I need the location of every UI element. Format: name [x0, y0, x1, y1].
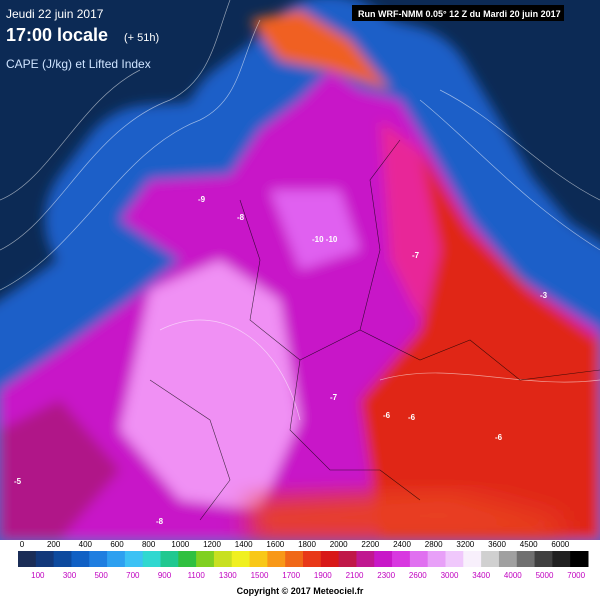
colorbar-label: 1900: [314, 571, 332, 580]
color-swatch: [285, 551, 304, 567]
offset: (+ 51h): [124, 32, 159, 44]
colorbar-label: 1300: [219, 571, 237, 580]
colorbar-label: 0: [20, 540, 25, 549]
colorbar-label: 4000: [504, 571, 522, 580]
color-swatch: [267, 551, 286, 567]
colorbar-label: 1700: [282, 571, 300, 580]
time: 17:00 locale: [6, 25, 108, 45]
color-swatch: [338, 551, 357, 567]
colorbar-label: 1500: [251, 571, 269, 580]
color-swatch: [570, 551, 589, 567]
colorbar-label: 3600: [488, 540, 506, 549]
contour-label: -5: [14, 477, 22, 486]
contour-label: -6: [383, 411, 391, 420]
color-swatch: [213, 551, 233, 567]
map: -9 -10 -10 -7 -8 -6 -6 -3 -5 -7 -6 -8: [0, 0, 600, 540]
color-swatch: [498, 551, 518, 567]
color-swatch: [107, 551, 126, 567]
color-swatch: [409, 551, 429, 567]
colorbar-label: 2400: [393, 540, 411, 549]
borders: [149, 139, 600, 521]
color-swatch: [427, 551, 446, 567]
color-swatch: [53, 551, 72, 567]
colorbar-label: 300: [63, 571, 77, 580]
colorbar-label: 2800: [425, 540, 443, 549]
colorbar-label: 1400: [235, 540, 253, 549]
colorbar-label: 1800: [298, 540, 316, 549]
isolines: [0, 0, 600, 421]
color-swatch: [552, 551, 571, 567]
contour-label: -3: [540, 291, 548, 300]
colorbar-label: 400: [79, 540, 93, 549]
colorbar-label: 1100: [188, 571, 206, 580]
colorbar-label: 1600: [266, 540, 284, 549]
colorbar-label: 5000: [536, 571, 554, 580]
color-swatch: [481, 551, 500, 567]
colorbar-label: 500: [94, 571, 108, 580]
color-swatch: [534, 551, 553, 567]
field-name: CAPE (J/kg) et Lifted Index: [6, 57, 151, 71]
colorbar-label: 600: [110, 540, 124, 549]
color-swatch: [445, 551, 464, 567]
color-swatch: [320, 551, 340, 567]
color-swatch: [178, 551, 197, 567]
color-swatch: [35, 551, 55, 567]
color-swatch: [196, 551, 215, 567]
contour-label: -6: [408, 413, 416, 422]
colorbar-label: 2000: [330, 540, 348, 549]
contour-label: -10 -10: [312, 235, 338, 244]
colorbar-label: 4500: [520, 540, 538, 549]
colorbar-label: 3200: [456, 540, 474, 549]
color-swatch: [231, 551, 251, 567]
color-swatch: [303, 551, 322, 567]
color-swatch: [71, 551, 90, 567]
colorbar-label: 800: [142, 540, 156, 549]
color-swatch: [142, 551, 161, 567]
contour-label: -8: [237, 213, 245, 222]
color-swatch: [516, 551, 536, 567]
colorbar-label: 6000: [551, 540, 569, 549]
color-swatch: [356, 551, 375, 567]
colorbar-label: 7000: [567, 571, 585, 580]
date: Jeudi 22 juin 2017: [6, 7, 104, 21]
colorbar-label: 2300: [377, 571, 395, 580]
cape-field: [0, 0, 600, 540]
colorbar-label: 1200: [203, 540, 221, 549]
run-info: Run WRF-NMM 0.05° 12 Z du Mardi 20 juin …: [358, 9, 561, 19]
colorbar-label: 2200: [361, 540, 379, 549]
colorbar-label: 700: [126, 571, 140, 580]
colorbar: 0 200 400 600 800 1000 1200 1400 1600 1800 2000 220…: [18, 540, 589, 580]
legend-bg: [0, 540, 600, 600]
contour-label: -7: [330, 393, 338, 402]
colorbar-label: 2600: [409, 571, 427, 580]
color-swatch: [160, 551, 179, 567]
colorbar-label: 200: [47, 540, 61, 549]
color-swatch: [124, 551, 144, 567]
run-box: [352, 5, 564, 21]
colorbar-label: 900: [158, 571, 172, 580]
colorbar-label: 3400: [472, 571, 490, 580]
colorbar-label: 1000: [171, 540, 189, 549]
color-swatch: [89, 551, 108, 567]
contour-label: -8: [156, 517, 164, 526]
color-swatch: [392, 551, 411, 567]
colorbar-label: 2100: [346, 571, 364, 580]
color-swatch: [463, 551, 482, 567]
contour-label: -9: [198, 195, 206, 204]
color-swatch: [18, 551, 37, 567]
contour-label: -6: [495, 433, 503, 442]
contour-label: -7: [412, 251, 420, 260]
copyright: Copyright © 2017 Meteociel.fr: [237, 586, 364, 596]
color-swatch: [374, 551, 393, 567]
colorbar-label: 100: [31, 571, 45, 580]
color-swatch: [249, 551, 268, 567]
colorbar-label: 3000: [441, 571, 459, 580]
